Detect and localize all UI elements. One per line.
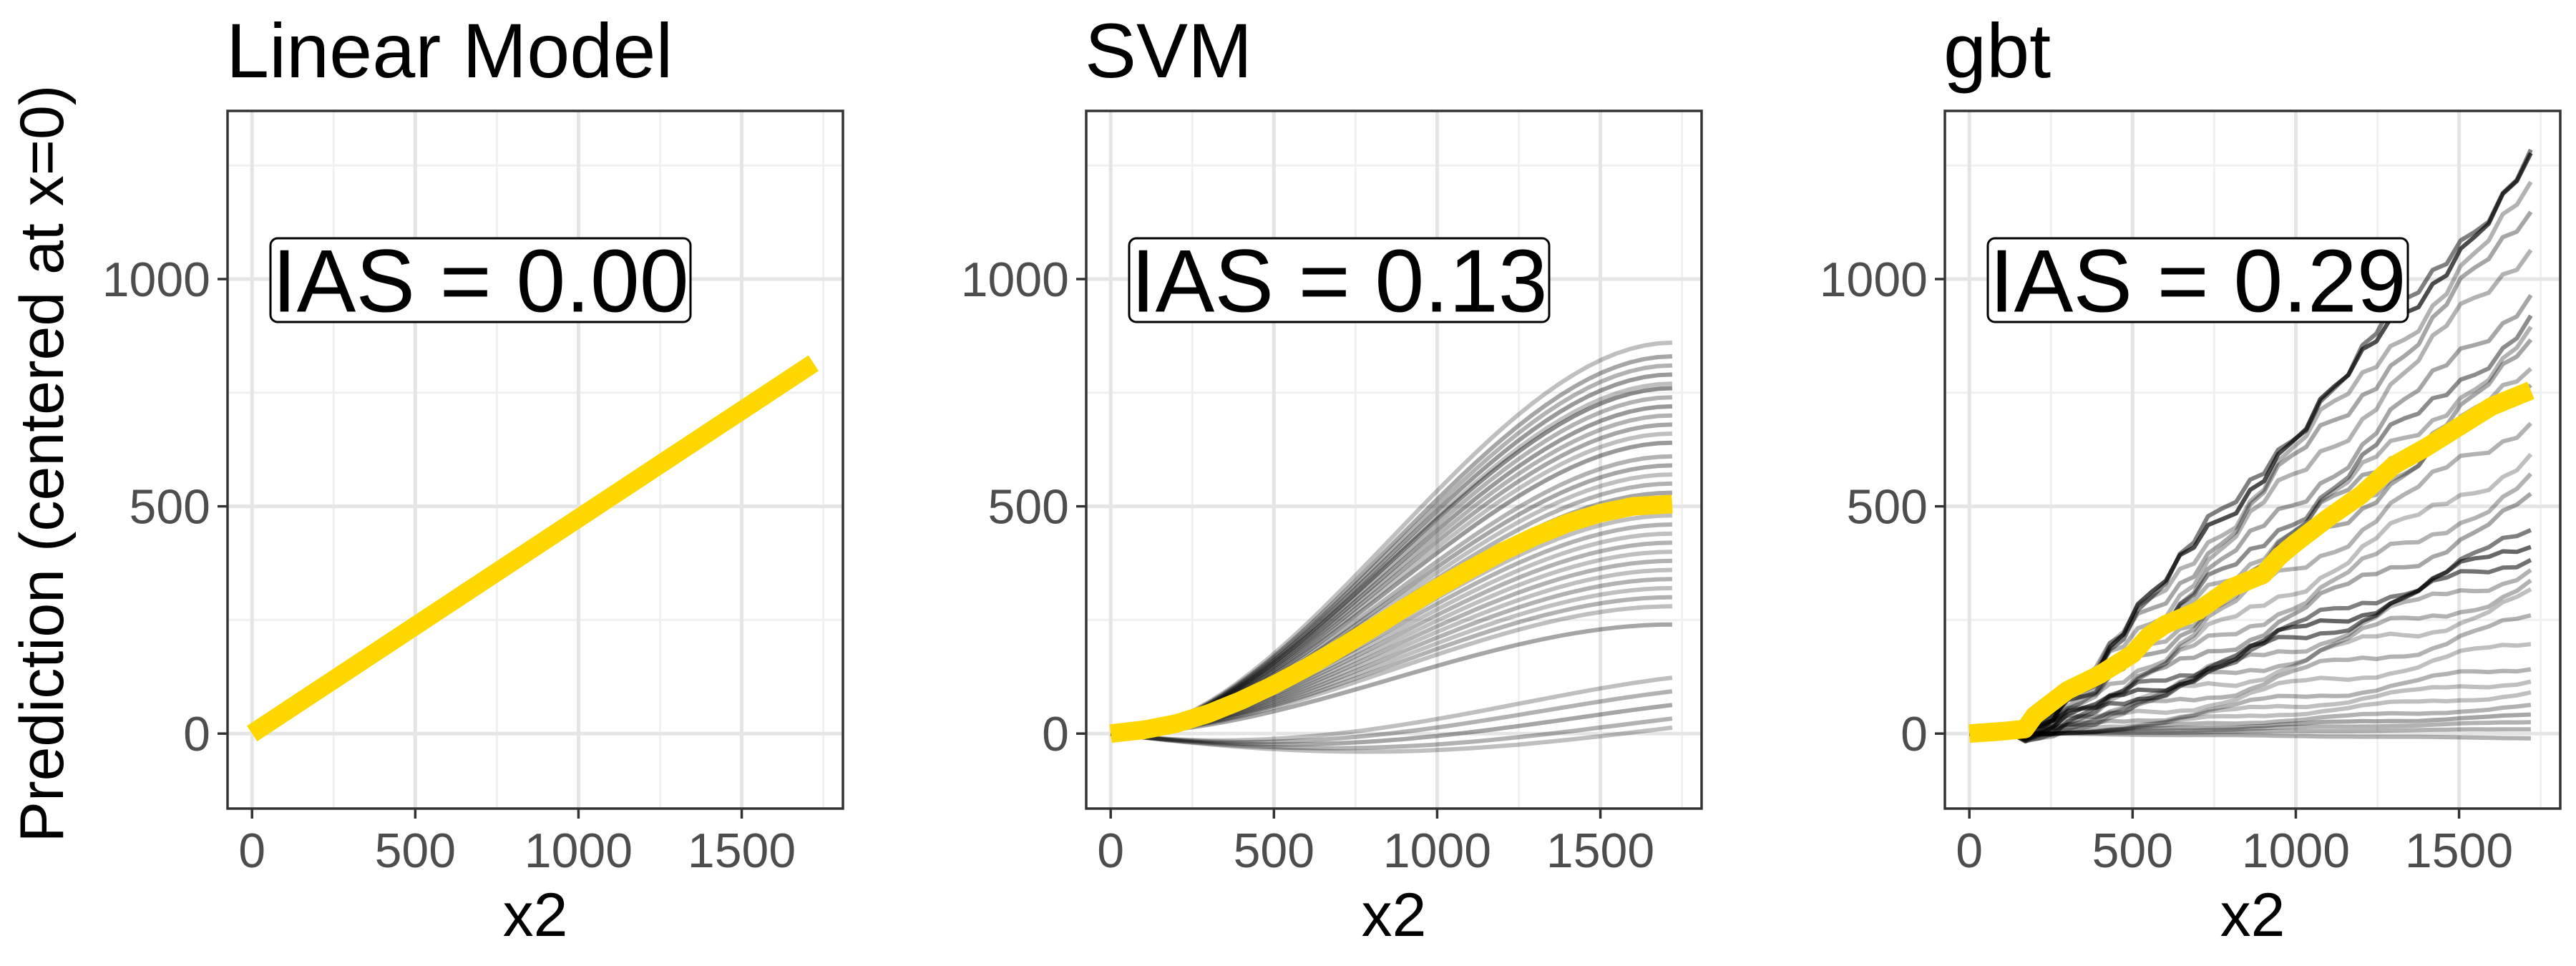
y-tick-label: 500	[130, 480, 210, 535]
y-tick-label: 500	[1847, 480, 1928, 535]
ice-curve	[1969, 452, 2533, 736]
pdp-line	[1968, 381, 2534, 743]
y-tick-label: 1000	[1820, 253, 1928, 307]
ice-curve	[1110, 725, 1673, 754]
ice-curve	[1969, 613, 2532, 741]
x-axis-label: x2	[2220, 881, 2285, 950]
panel-title: SVM	[1085, 7, 1252, 94]
ice-curve	[1110, 716, 1673, 751]
y-tick-label: 500	[988, 480, 1069, 535]
ice-curve	[1969, 703, 2532, 736]
y-axis-label: Prediction (centered at x=0)	[8, 85, 77, 843]
ice-curve	[1110, 675, 1673, 743]
y-tick-label: 0	[1901, 707, 1928, 761]
x-tick-label: 0	[1956, 824, 1983, 878]
plot-background	[1086, 111, 1702, 809]
ice-curve	[1969, 180, 2533, 741]
y-tick-label: 1000	[102, 253, 210, 307]
ice-curve	[1969, 720, 2531, 737]
plot-background	[228, 111, 843, 809]
y-tick-label: 0	[1042, 707, 1069, 761]
data-layer	[1968, 148, 2534, 744]
annotation-box	[1986, 237, 2409, 323]
y-tick-label: 1000	[961, 253, 1069, 307]
data-layer	[1109, 340, 1673, 754]
x-tick-label: 500	[2092, 824, 2173, 878]
panel-title: Linear Model	[226, 7, 673, 94]
annotation-label: IAS = 0.00	[272, 233, 689, 331]
panel-1: 0 500 1000 1500 0 500 1000 SVM x2 IAS = 0.13	[961, 7, 1703, 950]
x-tick-label: 1000	[2242, 824, 2350, 878]
panel-0: 0 500 1000 1500 0 500 1000 Linear Model x2 IAS = …	[102, 7, 844, 950]
x-tick-label: 0	[1097, 824, 1124, 878]
ice-curve	[1110, 703, 1673, 747]
ice-curve	[1969, 557, 2532, 736]
ice-curve	[1969, 690, 2532, 736]
x-tick-label: 1000	[1383, 824, 1491, 878]
ice-curve	[1969, 578, 2532, 736]
panel-border	[1943, 109, 2562, 810]
pdp-line	[1109, 494, 1673, 743]
panel-border	[1085, 109, 1703, 810]
panel-title: gbt	[1943, 7, 2051, 94]
y-tick-label: 0	[183, 707, 210, 761]
ice-curve	[1969, 667, 2532, 737]
pdp-line	[247, 355, 819, 742]
grid	[228, 111, 843, 809]
annotation-label: IAS = 0.29	[1989, 233, 2406, 331]
panel-border	[226, 109, 844, 810]
panel-2: 0 500 1000 1500 0 500 1000 gbt x2 IAS = 0.29	[1820, 7, 2562, 950]
grid	[1086, 111, 1702, 809]
ias-annotation: IAS = 0.00	[269, 233, 692, 331]
ice-curve	[1969, 712, 2532, 737]
ice-curve	[1110, 689, 1673, 744]
x-tick-label: 1000	[525, 824, 633, 878]
x-tick-label: 1500	[2405, 824, 2513, 878]
ias-annotation: IAS = 0.13	[1128, 233, 1551, 331]
ice-curve	[1969, 727, 2531, 736]
ias-annotation: IAS = 0.29	[1986, 233, 2409, 331]
x-tick-label: 500	[1234, 824, 1314, 878]
ice-curve	[1969, 679, 2532, 736]
x-axis-label: x2	[1362, 881, 1427, 950]
x-tick-label: 1500	[1546, 824, 1654, 878]
annotation-label: IAS = 0.13	[1131, 233, 1548, 331]
x-tick-label: 1500	[688, 824, 796, 878]
annotation-box	[269, 237, 692, 323]
x-tick-label: 500	[375, 824, 456, 878]
ice-curve	[1969, 731, 2531, 741]
ice-curve	[1111, 622, 1672, 736]
ice-curve	[1969, 642, 2532, 741]
data-layer	[247, 355, 819, 742]
x-tick-label: 0	[238, 824, 265, 878]
ice-curve	[1969, 568, 2532, 736]
ice-curve	[1969, 587, 2532, 738]
annotation-box	[1128, 237, 1551, 323]
x-axis-label: x2	[503, 881, 568, 950]
ice-curve	[1111, 340, 1673, 736]
